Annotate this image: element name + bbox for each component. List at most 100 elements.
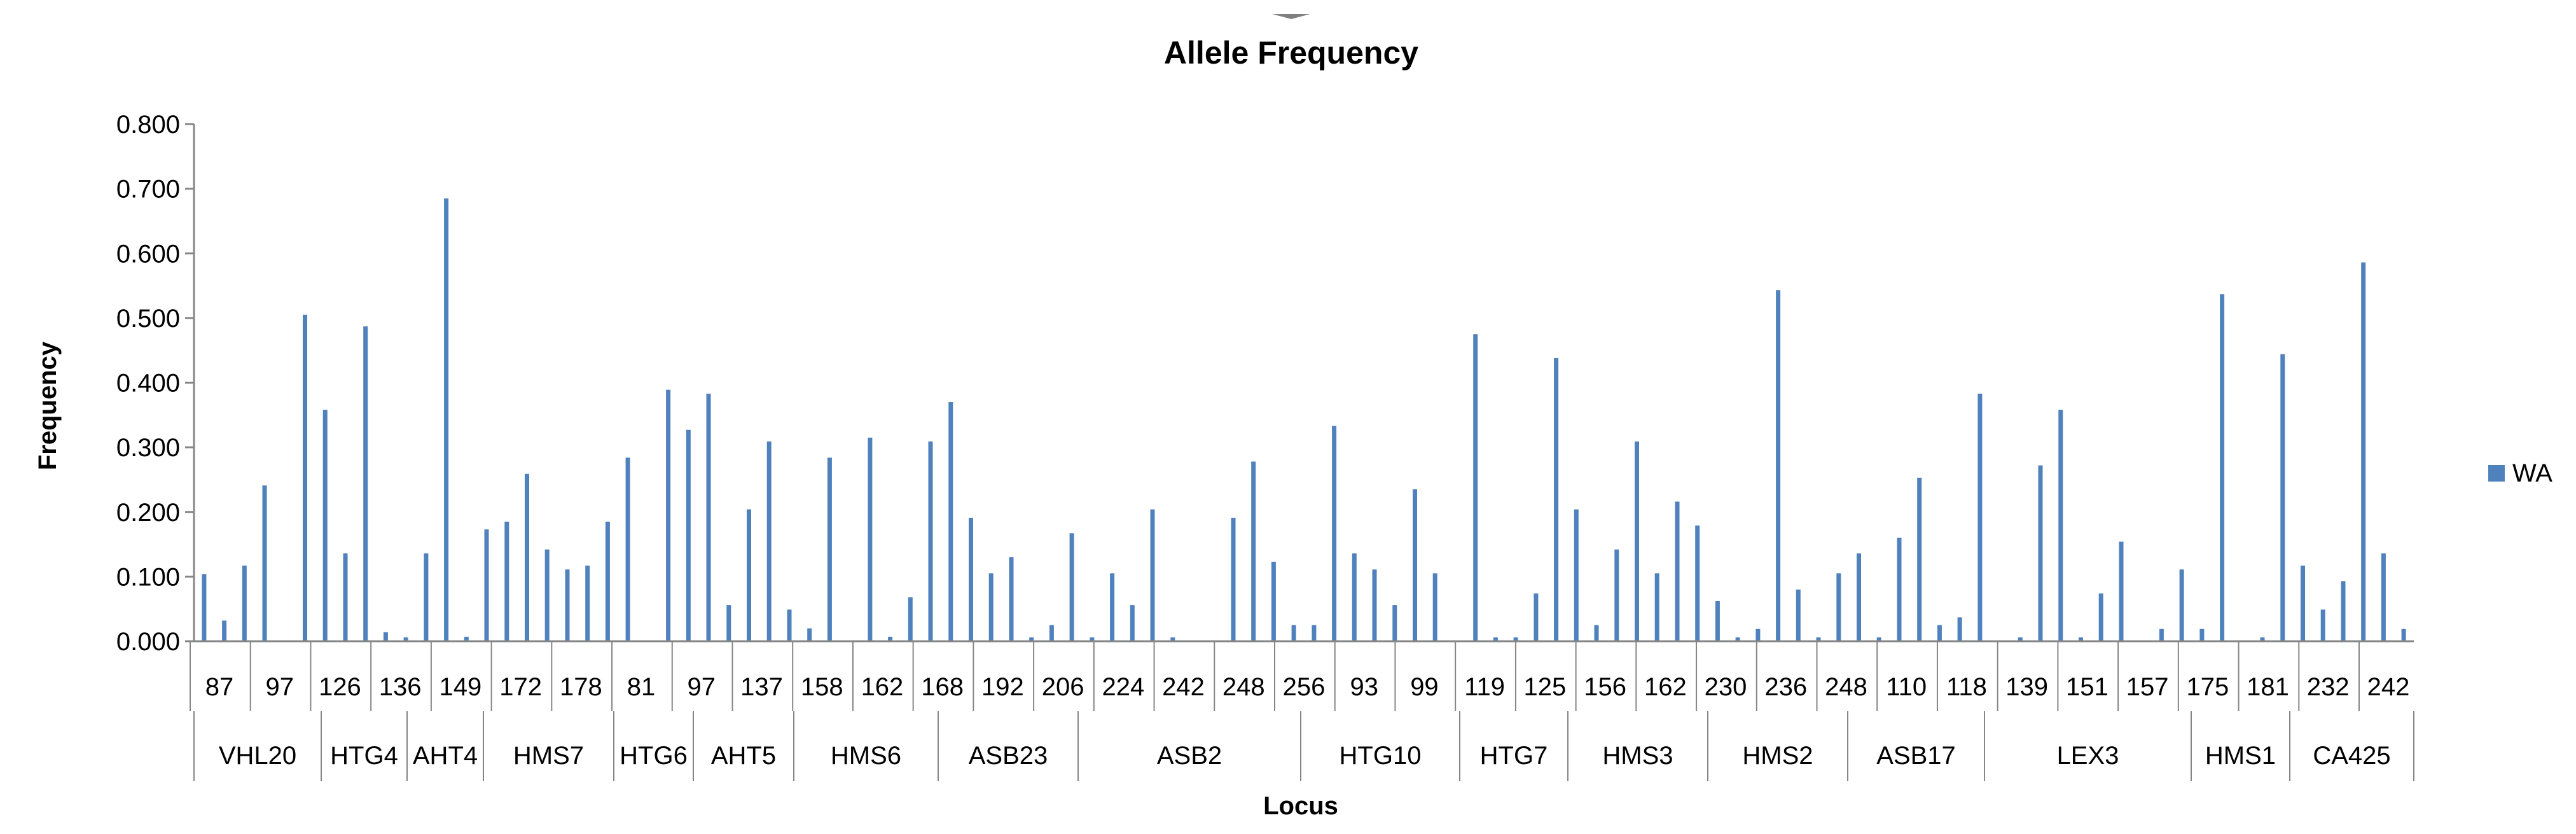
bar	[625, 457, 630, 641]
x-tick-label: 139	[2005, 673, 2048, 701]
bar	[1009, 557, 1014, 641]
bar	[1755, 629, 1761, 641]
group-label: HTG4	[330, 742, 398, 770]
bar	[2381, 553, 2386, 641]
y-axis: 0.000 0.100 0.200 0.300 0.400 0.500 0.600 0.700…	[116, 111, 195, 656]
bar	[1130, 605, 1135, 641]
x-tick-label: 81	[627, 673, 656, 701]
x-tick-label: 172	[499, 673, 542, 701]
x-tick-label: 119	[1464, 673, 1505, 701]
x-tick-label: 178	[560, 673, 602, 701]
bar	[2301, 566, 2305, 641]
x-tick-label: 137	[740, 673, 783, 701]
chart-title: Allele Frequency	[1164, 35, 1418, 71]
bar	[1352, 553, 1357, 641]
group-label: ASB23	[969, 742, 1048, 770]
x-tick-label: 175	[2186, 673, 2229, 701]
bar	[1110, 573, 1115, 641]
bar	[605, 522, 610, 641]
bar	[464, 636, 469, 641]
y-tick-label: 0.800	[116, 111, 180, 139]
bar	[807, 628, 812, 641]
x-tick-label: 242	[2367, 673, 2410, 701]
bar	[484, 529, 489, 641]
x-tick-label: 110	[1886, 673, 1927, 701]
bar	[1069, 533, 1074, 641]
x-tick-label: 97	[688, 673, 716, 701]
group-label: HTG10	[1340, 742, 1422, 770]
x-tick-label: 248	[1222, 673, 1265, 701]
bar	[2341, 581, 2346, 641]
x-tick-label: 99	[1410, 673, 1439, 701]
bar	[525, 473, 529, 641]
bar	[1796, 589, 1801, 641]
bar	[2079, 637, 2083, 641]
x-tick-label: 192	[981, 673, 1024, 701]
x-tick-label: 162	[861, 673, 904, 701]
bar	[2098, 593, 2103, 641]
x-tick-label: 236	[1764, 673, 1807, 701]
bar	[1271, 562, 1276, 641]
x-tick-label: 87	[205, 673, 234, 701]
bar	[1150, 509, 1155, 641]
bar	[202, 574, 207, 641]
bar	[948, 402, 953, 641]
group-label: LEX3	[2057, 742, 2119, 770]
bar	[242, 566, 247, 641]
group-label: ASB2	[1157, 742, 1222, 770]
bar	[444, 198, 449, 641]
bar	[2159, 629, 2164, 641]
group-label: AHT5	[711, 742, 776, 770]
group-label: VHL20	[219, 742, 296, 770]
bar	[303, 314, 307, 641]
bar	[686, 429, 691, 641]
bar	[1876, 637, 1881, 641]
y-tick-label: 0.200	[116, 499, 180, 527]
bar	[827, 457, 832, 641]
bar	[1897, 538, 1902, 641]
bar	[1029, 637, 1034, 641]
bar	[544, 549, 550, 641]
bar	[1816, 637, 1821, 641]
bar	[726, 605, 731, 641]
legend-label-wa: WA	[2512, 459, 2552, 487]
bar	[1090, 637, 1095, 641]
bar	[2361, 262, 2366, 641]
bar	[1291, 625, 1296, 641]
bar	[2119, 541, 2124, 641]
bar	[928, 441, 933, 641]
legend-swatch-wa	[2488, 465, 2505, 482]
bar	[2018, 637, 2023, 641]
bar	[888, 636, 893, 641]
x-tick-label: 248	[1825, 673, 1867, 701]
bar	[1776, 290, 1781, 641]
bar	[908, 597, 913, 641]
x-tick-label: 206	[1042, 673, 1084, 701]
x-tick-label: 224	[1102, 673, 1144, 701]
bar	[969, 517, 973, 641]
bar	[706, 393, 711, 641]
bar	[2058, 410, 2063, 641]
bar	[1957, 617, 1962, 641]
bar	[1836, 573, 1841, 641]
bar	[1251, 461, 1256, 641]
x-tick-label: 118	[1946, 673, 1987, 701]
y-tick-label: 0.600	[116, 240, 180, 268]
bar	[1473, 334, 1478, 641]
x-tick-label: 242	[1162, 673, 1205, 701]
bar	[1231, 517, 1236, 641]
bar	[2320, 609, 2325, 641]
group-label: HMS2	[1742, 742, 1813, 770]
bar	[2260, 637, 2265, 641]
bar	[1170, 637, 1175, 641]
x-tick-label: 162	[1644, 673, 1687, 701]
y-tick-label: 0.000	[116, 628, 180, 656]
x-tick-label: 157	[2126, 673, 2169, 701]
bar	[2280, 354, 2285, 641]
bar	[1372, 569, 1377, 641]
bar	[1614, 549, 1619, 641]
x-tick-label: 93	[1350, 673, 1378, 701]
bar	[343, 553, 348, 641]
bar	[1937, 625, 1942, 641]
